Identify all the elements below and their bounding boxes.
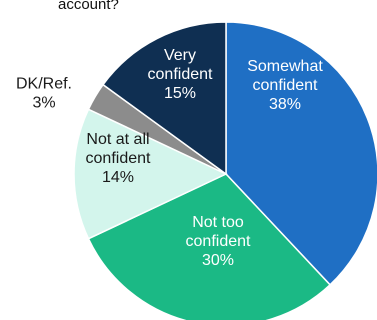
pie-slices: [73, 21, 377, 320]
pie-slice-label-line-1-0: Not too: [192, 214, 244, 231]
pie-slice-label-line-1-1: confident: [186, 233, 251, 250]
pie-slice-label-1: Not too confident 30%: [186, 214, 251, 269]
pie-slice-value-3: 3%: [32, 95, 55, 112]
chart-title-fragment: account?: [58, 0, 119, 13]
pie-slice-label-line-4-0: Very: [164, 47, 196, 64]
pie-slice-value-2: 14%: [102, 169, 134, 186]
pie-labels: Somewhat confident 38%Not too confident 30%N…: [16, 47, 323, 269]
pie-slice-label-line-2-1: confident: [86, 150, 151, 167]
pie-slice-value-0: 38%: [269, 96, 301, 113]
pie-slice-label-line-3-0: DK/Ref.: [16, 76, 72, 93]
pie-slice-value-1: 30%: [202, 252, 234, 269]
pie-slice-label-2: Not at all confident 14%: [86, 131, 151, 186]
pie-slice-label-0: Somewhat confident 38%: [247, 58, 323, 113]
pie-slice-2: [73, 108, 228, 240]
pie-slice-label-line-2-0: Not at all: [86, 131, 149, 148]
pie-slice-0: [225, 21, 377, 286]
pie-slice-4: [101, 21, 227, 176]
pie-slice-label-line-0-0: Somewhat: [247, 58, 323, 75]
pie-slice-label-line-4-1: confident: [148, 66, 213, 83]
pie-slice-value-4: 15%: [164, 85, 196, 102]
pie-slice-label-3: DK/Ref. 3%: [16, 76, 72, 112]
pie-slice-label-4: Very confident 15%: [148, 47, 213, 102]
pie-slice-label-line-0-1: confident: [253, 77, 318, 94]
